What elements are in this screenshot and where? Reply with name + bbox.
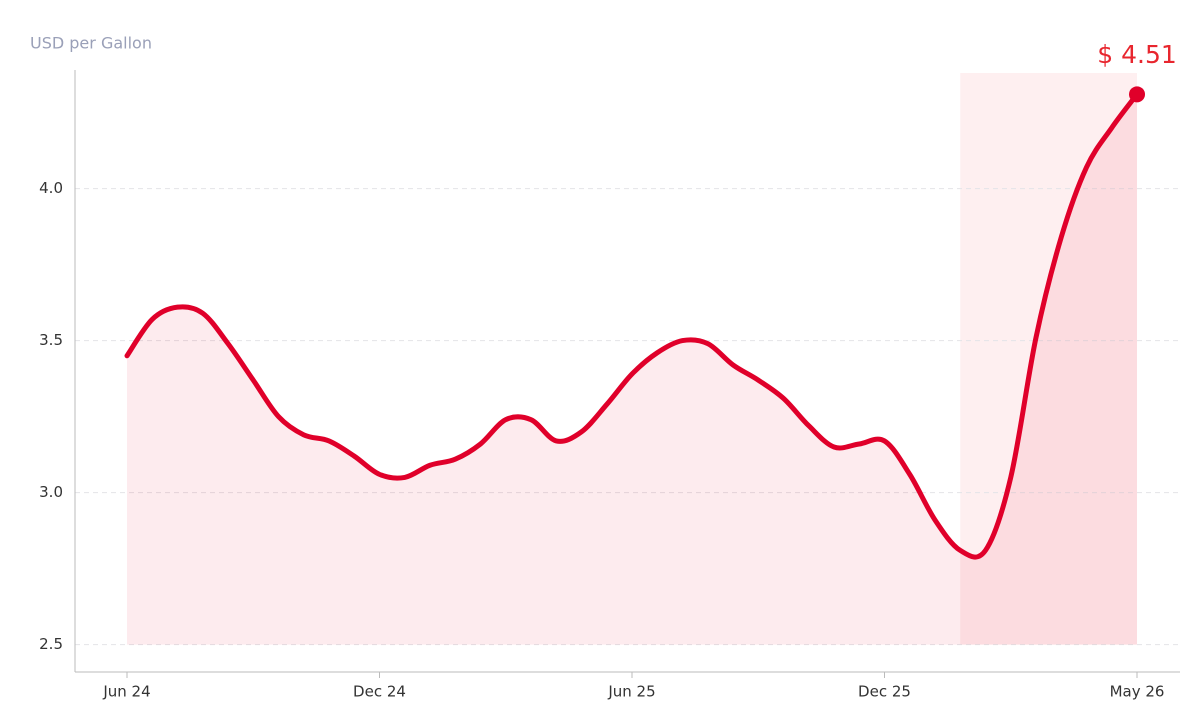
highlight-band: [960, 73, 1137, 645]
x-tick-label: May 26: [1110, 683, 1165, 701]
line: [124, 91, 1140, 560]
x-tick-label: Jun 24: [102, 683, 150, 701]
y-tick-label: 4.0: [39, 179, 63, 197]
end-point: [1129, 86, 1145, 103]
y-tick-label: 3.0: [39, 483, 63, 501]
x-tick-label: Dec 25: [858, 683, 911, 701]
y-tick-label: 3.5: [39, 331, 63, 349]
x-tick-label: Dec 24: [353, 683, 406, 701]
annotation: $ 4.51: [1097, 40, 1177, 69]
y-tick-label: 2.5: [39, 635, 63, 653]
x-tick-label: Jun 25: [607, 683, 655, 701]
y-axis-label: USD per Gallon: [30, 34, 152, 53]
area: [127, 94, 1137, 645]
